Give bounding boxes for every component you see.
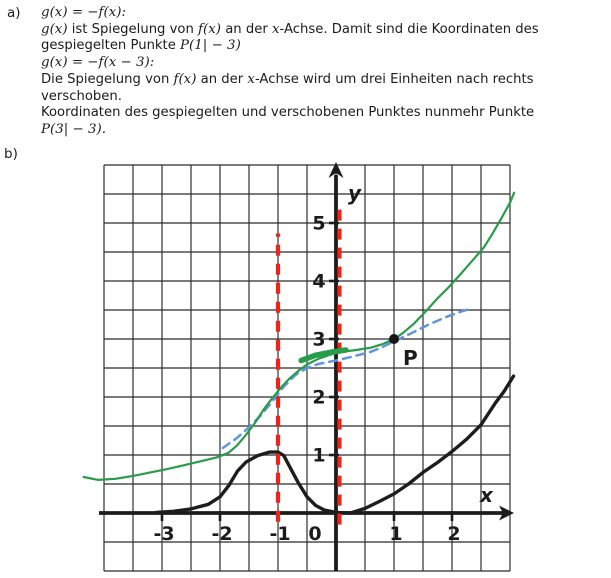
y-tick-label: 3	[312, 329, 325, 351]
f-black-curve	[154, 374, 516, 515]
solution-text-line: g(x) = −f(x):	[41, 5, 607, 22]
text-segment: Koordinaten des gespiegelten und verscho…	[41, 105, 535, 121]
y-tick-label: 1	[312, 445, 325, 467]
math-segment: P(1| − 3)	[180, 38, 241, 54]
y-tick-label: 2	[312, 387, 325, 409]
solution-text-line: g(x) ist Spiegelung von f(x) an der x-Ac…	[41, 22, 607, 39]
y-axis-label: y	[348, 181, 362, 205]
point-P	[389, 334, 399, 344]
solution-text-line: Koordinaten des gespiegelten und verscho…	[41, 105, 607, 122]
x-axis-arrow-icon	[499, 505, 514, 521]
x-tick-label: -3	[153, 523, 174, 545]
math-segment: P(3| − 3).	[41, 121, 106, 137]
point-P-label: P	[403, 346, 418, 370]
x-tick-label: -2	[211, 523, 232, 545]
solution-text-line: g(x) = −f(x − 3):	[41, 55, 607, 72]
text-segment: an der	[221, 21, 272, 37]
g-green-curve	[82, 191, 516, 481]
text-segment: -Achse. Damit sind die Koordinaten des	[279, 21, 539, 37]
solution-text-block: g(x) = −f(x): g(x) ist Spiegelung von f(x…	[41, 5, 607, 139]
text-segment: gespiegelten Punkte	[41, 38, 181, 54]
x-axis-label: x	[479, 483, 494, 507]
green-shift-mark	[298, 347, 349, 364]
text-segment: ist Spiegelung von	[67, 21, 199, 37]
text-segment: verschoben.	[41, 88, 122, 104]
solution-text-line: Die Spiegelung von f(x) an der x-Achse w…	[41, 72, 607, 89]
item-b-label: b)	[4, 146, 18, 162]
math-segment: g(x) = −f(x − 3):	[41, 55, 155, 71]
text-segment: an der	[196, 71, 248, 87]
math-segment: x	[271, 21, 280, 37]
item-a-label: a)	[7, 5, 21, 21]
math-segment: g(x)	[41, 21, 68, 37]
solution-text-line: verschoben.	[41, 89, 607, 106]
blue-dashed-curve	[221, 307, 472, 450]
math-segment: x	[247, 71, 255, 87]
x-tick-label: 0	[308, 523, 321, 545]
y-tick-label: 4	[312, 271, 325, 293]
y-axis-arrow-icon	[328, 162, 344, 178]
solution-text-line: gespiegelten Punkte P(1| − 3)	[41, 38, 607, 55]
math-segment: f(x)	[173, 71, 197, 87]
text-segment: -Achse wird um drei Einheiten nach recht…	[254, 71, 534, 87]
x-tick-label: 2	[447, 523, 460, 545]
x-tick-label: -1	[269, 523, 290, 545]
math-segment: f(x)	[198, 21, 222, 37]
solution-text-line: P(3| − 3).	[41, 122, 607, 139]
y-tick-label: 5	[312, 213, 325, 235]
text-segment: Die Spiegelung von	[41, 71, 174, 87]
tick-labels: 1 2 3 4 5 -3 -2 -1 0 1 2	[153, 213, 460, 546]
x-tick-label: 1	[389, 523, 402, 545]
math-segment: g(x) = −f(x):	[41, 5, 126, 20]
